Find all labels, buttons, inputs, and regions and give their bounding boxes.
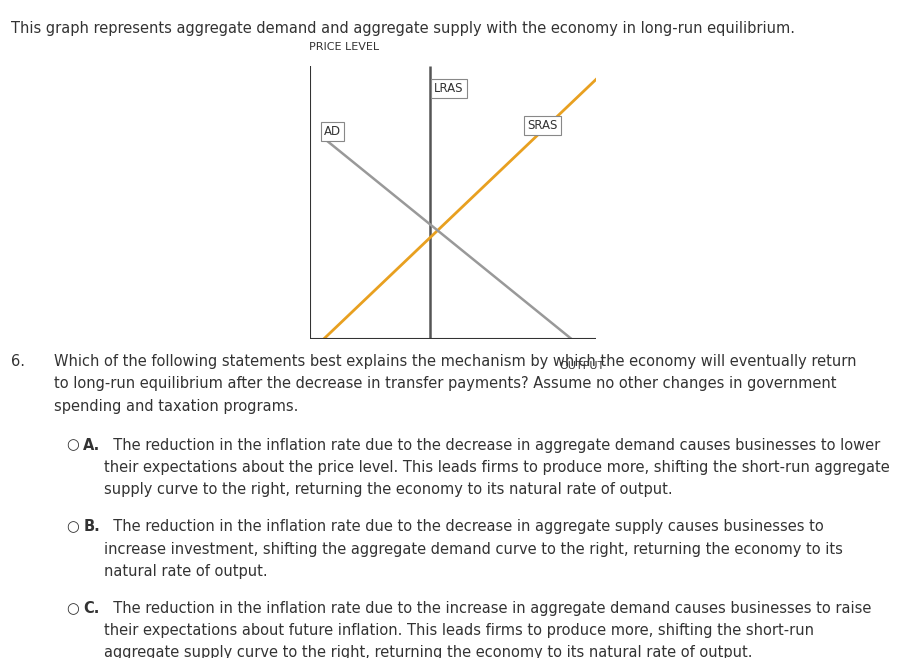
Text: aggregate supply curve to the right, returning the economy to its natural rate o: aggregate supply curve to the right, ret… <box>104 645 753 658</box>
Text: spending and taxation programs.: spending and taxation programs. <box>54 399 298 414</box>
Text: increase investment, shifting the aggregate demand curve to the right, returning: increase investment, shifting the aggreg… <box>104 542 844 557</box>
Text: Which of the following statements best explains the mechanism by which the econo: Which of the following statements best e… <box>54 354 857 369</box>
Text: SRAS: SRAS <box>528 119 557 132</box>
Text: 6.: 6. <box>11 354 25 369</box>
Text: A.: A. <box>83 438 101 453</box>
Text: The reduction in the inflation rate due to the increase in aggregate demand caus: The reduction in the inflation rate due … <box>104 601 871 616</box>
Text: AD: AD <box>324 125 341 138</box>
Text: LRAS: LRAS <box>434 82 464 95</box>
Text: supply curve to the right, returning the economy to its natural rate of output.: supply curve to the right, returning the… <box>104 482 673 497</box>
Text: to long-run equilibrium after the decrease in transfer payments? Assume no other: to long-run equilibrium after the decrea… <box>54 376 836 392</box>
Text: The reduction in the inflation rate due to the decrease in aggregate demand caus: The reduction in the inflation rate due … <box>104 438 881 453</box>
Text: This graph represents aggregate demand and aggregate supply with the economy in : This graph represents aggregate demand a… <box>11 21 795 36</box>
Text: C.: C. <box>83 601 100 616</box>
Text: The reduction in the inflation rate due to the decrease in aggregate supply caus: The reduction in the inflation rate due … <box>104 519 824 534</box>
Text: B.: B. <box>83 519 100 534</box>
Text: natural rate of output.: natural rate of output. <box>104 564 268 579</box>
Text: their expectations about future inflation. This leads firms to produce more, shi: their expectations about future inflatio… <box>104 623 814 638</box>
Text: OUTPUT: OUTPUT <box>559 361 604 370</box>
Text: ○: ○ <box>67 519 79 534</box>
Text: ○: ○ <box>67 601 79 616</box>
Text: their expectations about the price level. This leads firms to produce more, shif: their expectations about the price level… <box>104 460 890 475</box>
Text: PRICE LEVEL: PRICE LEVEL <box>309 42 379 52</box>
Text: ○: ○ <box>67 438 79 453</box>
